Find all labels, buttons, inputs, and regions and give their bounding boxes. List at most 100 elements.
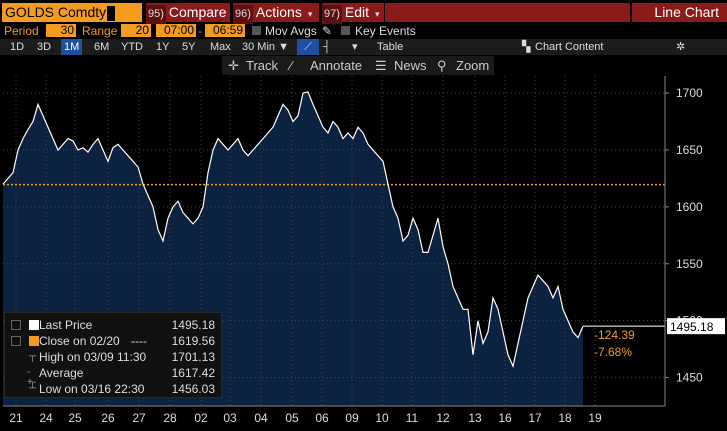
timeframe-1y[interactable]: 1Y (156, 41, 170, 53)
x-tick-label: 03 (223, 411, 237, 425)
key-events-label: Key Events (355, 24, 416, 38)
search-icon: ⚲ (437, 58, 447, 73)
title-bar-fill (385, 3, 630, 22)
x-tick-label: 04 (254, 411, 268, 425)
x-tick-label: 10 (375, 411, 389, 425)
change-pct-label: -7.68% (594, 345, 632, 359)
x-tick-label: 06 (315, 411, 329, 425)
edit-button[interactable]: 97) Edit ▾ (322, 3, 384, 24)
range-input[interactable]: 20 (121, 24, 151, 37)
y-tick-label: 1650 (676, 143, 703, 157)
high-value: 1701.13 (171, 350, 215, 364)
y-tick-label: 1600 (676, 200, 703, 214)
last-price-swatch (29, 320, 39, 330)
legend-toggle-icon[interactable] (11, 320, 21, 330)
stat-high: ┬ High on 03/09 11:30 1701.13 (5, 349, 223, 365)
settings-dropdown-icon[interactable]: ▾ (352, 41, 358, 53)
title-bar: GOLDS Comdty 95) Compare 96) Actions ▾ 97) E… (0, 0, 727, 24)
edit-dropdown-icon: ▾ (375, 9, 380, 19)
timeframe-ytd[interactable]: YTD (121, 41, 143, 53)
mov-avgs-checkbox[interactable] (252, 26, 261, 35)
close-dash: ---- (131, 334, 147, 348)
period-input[interactable]: 30 (46, 24, 76, 37)
range-dash: - (198, 24, 202, 38)
x-tick-label: 21 (9, 411, 23, 425)
x-tick-label: 27 (132, 411, 146, 425)
y-tick-label: 1700 (676, 86, 703, 100)
x-tick-label: 18 (558, 411, 572, 425)
end-time-input[interactable]: 06:59 (205, 24, 245, 37)
annotate-button[interactable]: Annotate (310, 58, 363, 73)
y-tick-label: 1450 (676, 371, 703, 385)
high-label: High on 03/09 11:30 (39, 350, 147, 364)
legend-toggle-icon[interactable] (11, 336, 21, 346)
news-button[interactable]: News (394, 58, 427, 73)
price-line (2, 91, 584, 369)
line-chart-icon[interactable]: ⟋ (297, 39, 319, 55)
stat-low: ┴ Low on 03/16 22:30 1456.03 (5, 381, 223, 397)
chart-type-label: Line Chart (632, 3, 727, 22)
text-caret (107, 5, 116, 21)
price-tag-box (667, 318, 725, 335)
chart-content-icon: ▚ (522, 41, 531, 53)
x-tick-label: 09 (345, 411, 359, 425)
gear-icon[interactable]: ✲ (676, 41, 686, 53)
low-marker-icon: ┴ (29, 383, 37, 394)
average-value: 1617.42 (171, 366, 215, 380)
timeframe-1d[interactable]: 1D (10, 41, 25, 53)
stat-last-price: Last Price 1495.18 (5, 317, 223, 333)
close-label: Close on 02/20 (39, 334, 120, 348)
timeframe-1m[interactable]: 1M (61, 39, 83, 55)
average-label: Average (39, 366, 84, 380)
candle-chart-icon[interactable]: ┤ (323, 41, 331, 53)
news-icon: ☰ (375, 58, 387, 73)
timeframe-3d[interactable]: 3D (37, 41, 52, 53)
interval-select[interactable]: 30 Min ▼ (242, 39, 289, 55)
table-button[interactable]: Table (377, 41, 404, 53)
settings-bar: Period 30 Range 20 07:00 - 06:59 Mov Avg… (0, 24, 727, 39)
x-tick-label: 16 (498, 411, 512, 425)
stat-average: -+- Average 1617.42 (5, 365, 223, 388)
x-tick-label: 26 (101, 411, 115, 425)
stat-close: Close on 02/20 ---- 1619.56 (5, 333, 223, 349)
x-tick-label: 25 (68, 411, 82, 425)
pencil-icon[interactable]: ✎ (322, 24, 333, 38)
zoom-button[interactable]: Zoom (456, 58, 490, 73)
chart-tools-bar: ✛ Track ⁄ Annotate ☰ News ⚲ Zoom (222, 56, 494, 75)
key-events-checkbox[interactable] (341, 26, 350, 35)
high-marker-icon: ┬ (29, 351, 37, 362)
x-tick-label: 19 (588, 411, 602, 425)
x-tick-label: 11 (406, 411, 419, 425)
y-tick-label: 1550 (676, 257, 703, 271)
x-tick-label: 28 (163, 411, 177, 425)
compare-button[interactable]: 95) Compare (146, 3, 230, 24)
edit-num: 97) (322, 5, 342, 24)
ticker-input[interactable]: GOLDS Comdty (2, 3, 142, 22)
x-tick-label: 13 (468, 411, 482, 425)
x-tick-label: 24 (39, 411, 53, 425)
price-tag-label: 1495.18 (670, 320, 714, 334)
last-price-label: Last Price (39, 318, 93, 332)
timeframe-5y[interactable]: 5Y (182, 41, 196, 53)
compare-num: 95) (146, 5, 166, 24)
interval-value: 30 Min (242, 41, 276, 53)
mov-avgs-label: Mov Avgs (265, 24, 317, 38)
timeframe-max[interactable]: Max (210, 41, 231, 53)
change-abs-label: -124.39 (594, 328, 635, 342)
chevron-down-icon: ▼ (278, 41, 289, 53)
timeframe-toolbar: 1D 3D 1M 6M YTD 1Y 5Y Max 30 Min ▼ ⟋ ┤ ▾… (0, 39, 727, 55)
x-tick-label: 12 (436, 411, 450, 425)
track-button[interactable]: Track (246, 58, 279, 73)
x-tick-label: 17 (528, 411, 542, 425)
x-tick-label: 05 (285, 411, 299, 425)
start-time-input[interactable]: 07:00 (156, 24, 196, 37)
low-value: 1456.03 (171, 382, 215, 396)
timeframe-6m[interactable]: 6M (94, 41, 110, 53)
close-value: 1619.56 (171, 334, 215, 348)
actions-label: Actions (255, 4, 302, 20)
compare-label: Compare (168, 4, 227, 20)
low-label: Low on 03/16 22:30 (39, 382, 145, 396)
actions-button[interactable]: 96) Actions ▾ (233, 3, 319, 24)
actions-num: 96) (233, 5, 253, 24)
chart-content-button[interactable]: Chart Content (535, 41, 604, 53)
